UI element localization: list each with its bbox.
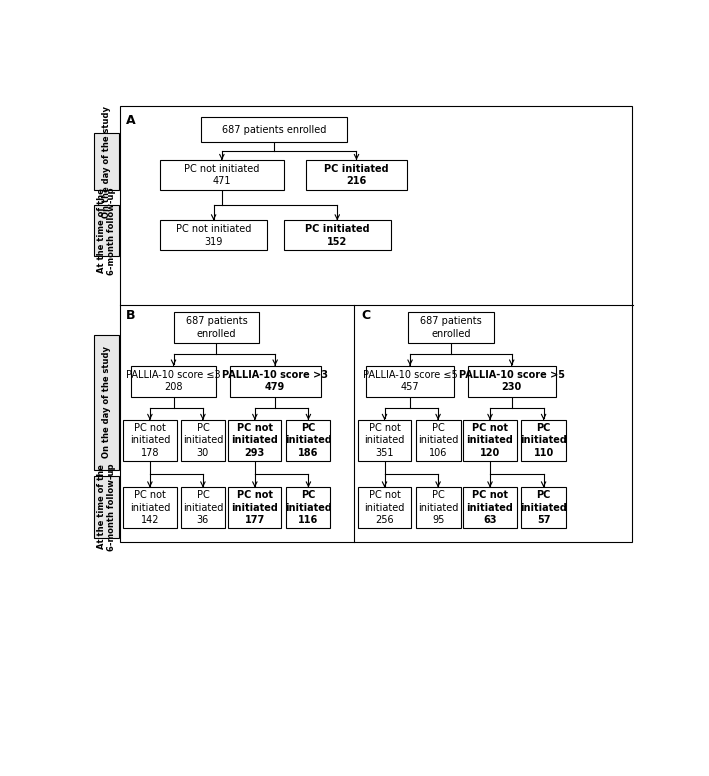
FancyBboxPatch shape xyxy=(230,365,320,397)
FancyBboxPatch shape xyxy=(94,476,119,539)
FancyBboxPatch shape xyxy=(181,420,225,461)
Text: PC not
initiated
351: PC not initiated 351 xyxy=(364,423,405,458)
Text: PC
initiated
116: PC initiated 116 xyxy=(285,490,332,525)
Text: B: B xyxy=(126,310,135,322)
Text: On the day of the study: On the day of the study xyxy=(102,106,111,217)
FancyBboxPatch shape xyxy=(123,487,177,528)
FancyBboxPatch shape xyxy=(468,365,556,397)
Text: PALLIA-10 score >3
479: PALLIA-10 score >3 479 xyxy=(222,370,328,393)
FancyBboxPatch shape xyxy=(358,420,411,461)
FancyBboxPatch shape xyxy=(201,117,347,142)
FancyBboxPatch shape xyxy=(464,420,517,461)
FancyBboxPatch shape xyxy=(228,487,281,528)
Text: 687 patients
enrolled: 687 patients enrolled xyxy=(420,316,482,338)
Text: PC not
initiated
177: PC not initiated 177 xyxy=(231,490,278,525)
FancyBboxPatch shape xyxy=(286,420,330,461)
FancyBboxPatch shape xyxy=(521,487,566,528)
Text: PC
initiated
36: PC initiated 36 xyxy=(183,490,223,525)
Text: PC initiated
152: PC initiated 152 xyxy=(305,224,369,247)
FancyBboxPatch shape xyxy=(94,133,119,190)
Text: C: C xyxy=(362,310,371,322)
FancyBboxPatch shape xyxy=(94,335,119,469)
FancyBboxPatch shape xyxy=(284,220,391,251)
Text: PC not initiated
471: PC not initiated 471 xyxy=(184,164,259,186)
Text: At the time of the
6-month follow-up: At the time of the 6-month follow-up xyxy=(97,187,116,275)
Text: PC
initiated
30: PC initiated 30 xyxy=(183,423,223,458)
FancyBboxPatch shape xyxy=(174,312,259,343)
Text: PALLIA-10 score ≤5
457: PALLIA-10 score ≤5 457 xyxy=(363,370,457,393)
FancyBboxPatch shape xyxy=(408,312,493,343)
FancyBboxPatch shape xyxy=(358,487,411,528)
FancyBboxPatch shape xyxy=(366,365,454,397)
Text: PC not
initiated
120: PC not initiated 120 xyxy=(467,423,513,458)
FancyBboxPatch shape xyxy=(464,487,517,528)
Text: A: A xyxy=(126,114,135,127)
FancyBboxPatch shape xyxy=(94,206,119,256)
FancyBboxPatch shape xyxy=(521,420,566,461)
Text: PALLIA-10 score ≤3
208: PALLIA-10 score ≤3 208 xyxy=(126,370,220,393)
FancyBboxPatch shape xyxy=(131,365,216,397)
Text: PC
initiated
95: PC initiated 95 xyxy=(418,490,458,525)
Text: PC not initiated
319: PC not initiated 319 xyxy=(176,224,251,247)
Text: At the time of the
6-month follow-up: At the time of the 6-month follow-up xyxy=(97,463,116,551)
Text: PALLIA-10 score >5
230: PALLIA-10 score >5 230 xyxy=(459,370,565,393)
Text: PC not
initiated
142: PC not initiated 142 xyxy=(130,490,170,525)
Text: PC not
initiated
178: PC not initiated 178 xyxy=(130,423,170,458)
FancyBboxPatch shape xyxy=(415,420,461,461)
FancyBboxPatch shape xyxy=(228,420,281,461)
FancyBboxPatch shape xyxy=(415,487,461,528)
Text: PC
initiated
186: PC initiated 186 xyxy=(285,423,332,458)
Text: PC
initiated
57: PC initiated 57 xyxy=(520,490,567,525)
FancyBboxPatch shape xyxy=(160,220,267,251)
Text: 687 patients enrolled: 687 patients enrolled xyxy=(222,125,326,134)
FancyBboxPatch shape xyxy=(306,160,407,190)
Text: 687 patients
enrolled: 687 patients enrolled xyxy=(186,316,247,338)
Text: PC not
initiated
256: PC not initiated 256 xyxy=(364,490,405,525)
FancyBboxPatch shape xyxy=(160,160,284,190)
Text: PC
initiated
106: PC initiated 106 xyxy=(418,423,458,458)
FancyBboxPatch shape xyxy=(123,420,177,461)
FancyBboxPatch shape xyxy=(286,487,330,528)
Text: PC
initiated
110: PC initiated 110 xyxy=(520,423,567,458)
Text: PC initiated
216: PC initiated 216 xyxy=(324,164,389,186)
FancyBboxPatch shape xyxy=(181,487,225,528)
Text: On the day of the study: On the day of the study xyxy=(102,346,111,459)
Text: PC not
initiated
293: PC not initiated 293 xyxy=(231,423,278,458)
Text: PC not
initiated
63: PC not initiated 63 xyxy=(467,490,513,525)
